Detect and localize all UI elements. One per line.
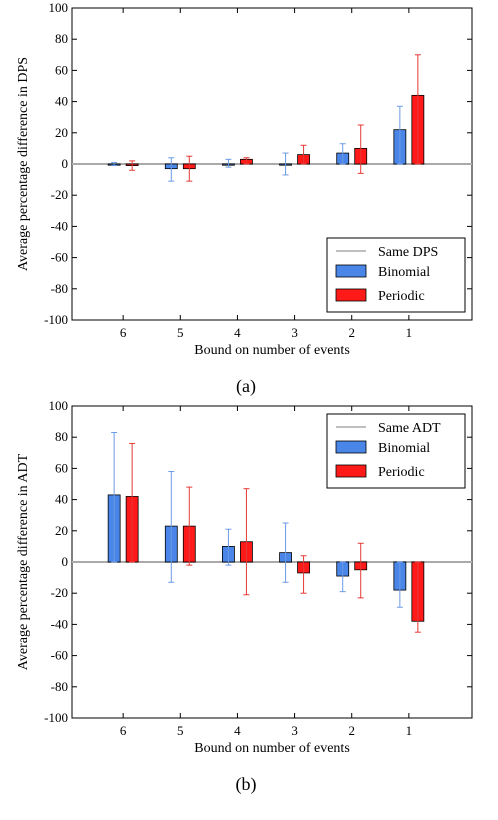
error-bar-binomial [111,161,118,167]
x-axis-label: Bound on number of events [194,343,350,358]
x-tick-label: 3 [291,325,298,340]
error-bar-binomial [225,158,232,168]
error-bar-binomial [396,105,403,165]
chart-b: 100 80 60 40 20 0 -20 -40 -60 -80 -100 6 5 4 3 2 1 Boun… [16,398,473,795]
y-tick-label: -100 [44,710,68,725]
y-tick-label: 0 [62,554,69,569]
y-tick-label: -100 [44,312,68,327]
error-bar-periodic [243,157,250,165]
error-bar-periodic [357,124,364,174]
error-bar-binomial [225,528,232,566]
bars [107,54,425,182]
y-tick-label: 20 [55,125,68,140]
error-bar-periodic [129,442,136,563]
legend-entry-baseline: Same DPS [378,245,438,260]
legend-entry-periodic: Periodic [378,465,425,480]
y-tick-label: 20 [55,523,68,538]
error-bar-binomial [168,157,175,182]
y-tick-label: -20 [51,187,68,202]
y-tick-label: -80 [51,679,68,694]
error-bar-binomial [396,561,403,608]
y-tick-label: 80 [55,429,68,444]
x-tick-label: 4 [234,723,241,738]
y-tick-label: -40 [51,616,68,631]
legend-swatch-periodic [335,288,367,302]
error-bar-periodic [243,488,250,596]
legend-entry-periodic: Periodic [378,289,425,304]
y-tick-label: 60 [55,460,68,475]
error-bar-periodic [186,155,193,182]
error-bar-periodic [357,542,364,599]
caption: (a) [236,376,256,397]
legend-swatch-binomial [335,264,367,278]
x-tick-label: 5 [177,723,184,738]
y-axis-label: Average percentage difference in ADT [16,453,31,670]
error-bar-binomial [339,143,346,165]
error-bar-periodic [414,561,421,633]
y-tick-label: 100 [49,398,69,413]
y-tick-label: -20 [51,585,68,600]
error-bar-periodic [414,54,421,165]
error-bar-binomial [339,561,346,593]
x-tick-label: 6 [120,723,127,738]
error-bar-binomial [282,152,289,176]
x-tick-label: 2 [348,723,355,738]
y-tick-label: -40 [51,218,68,233]
error-bar-periodic [300,555,307,594]
y-axis: 100 80 60 40 20 0 -20 -40 -60 -80 -100 [44,398,472,725]
x-axis: 6 5 4 3 2 1 [120,406,412,738]
chart-a: 100 80 60 40 20 0 -20 -40 -60 -80 -100 6 5 4 3 2 1 Boun… [16,0,473,397]
error-bar-binomial [168,471,175,583]
y-tick-label: 80 [55,31,68,46]
error-bar-periodic [300,144,307,165]
x-tick-label: 1 [406,325,413,340]
y-tick-label: 60 [55,62,68,77]
x-tick-label: 3 [291,723,298,738]
y-tick-label: -80 [51,281,68,296]
y-tick-label: -60 [51,250,68,265]
legend-swatch-binomial [335,440,367,454]
x-tick-label: 4 [234,325,241,340]
y-tick-label: 40 [55,94,68,109]
caption: (b) [236,774,257,795]
x-tick-label: 6 [120,325,127,340]
x-tick-label: 1 [406,723,413,738]
y-axis-label: Average percentage difference in DPS [16,57,31,271]
y-tick-label: 100 [49,0,69,15]
error-bar-binomial [282,522,289,583]
error-bar-periodic [129,160,136,171]
y-tick-label: -60 [51,648,68,663]
x-axis: 6 5 4 3 2 1 [120,8,412,340]
x-tick-label: 2 [348,325,355,340]
error-bar-periodic [186,486,193,566]
legend-entry-baseline: Same ADT [378,421,441,436]
y-tick-label: 40 [55,492,68,507]
legend: Same DPS Binomial Periodic [326,237,466,313]
error-bar-binomial [111,432,118,563]
y-tick-label: 0 [62,156,69,171]
legend-swatch-periodic [335,464,367,478]
bars [107,432,425,633]
legend: Same ADT Binomial Periodic [326,413,466,489]
x-tick-label: 5 [177,325,184,340]
legend-entry-binomial: Binomial [378,265,430,280]
x-axis-label: Bound on number of events [194,741,350,756]
legend-entry-binomial: Binomial [378,441,430,456]
